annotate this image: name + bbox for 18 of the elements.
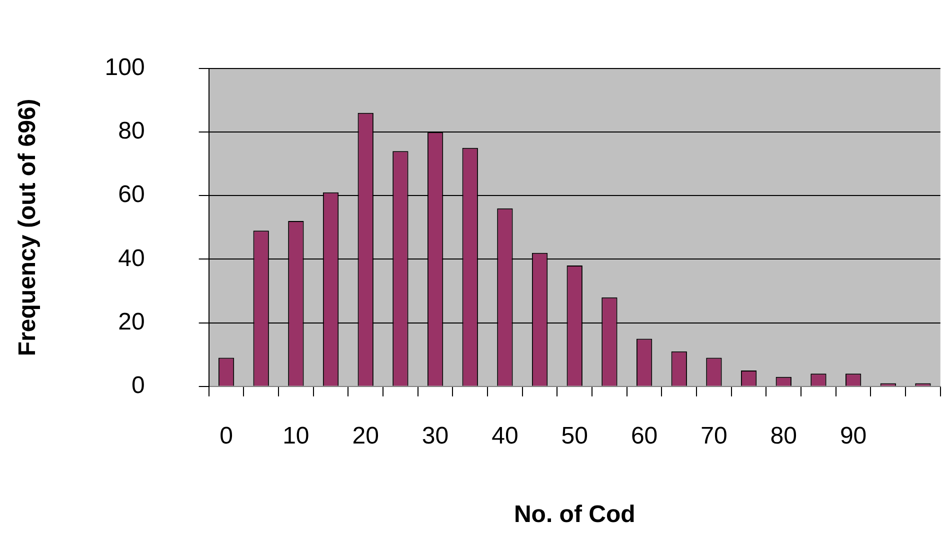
x-tick-label: 30: [422, 422, 449, 450]
x-tick-label: 20: [352, 422, 379, 450]
y-tick-label: 20: [118, 308, 145, 336]
y-tick-label: 60: [118, 181, 145, 208]
y-tick-label: 40: [118, 244, 145, 272]
x-tick-label: 80: [770, 422, 797, 450]
x-tick-label: 50: [561, 422, 588, 450]
y-tick-label: 100: [104, 54, 145, 82]
x-tick-label: 0: [220, 422, 233, 450]
x-tick-label: 70: [700, 422, 728, 450]
x-axis-title: No. of Cod: [514, 501, 636, 528]
y-axis-title: Frequency (out of 696): [14, 98, 42, 356]
x-tick-label: 90: [840, 422, 867, 450]
x-tick-label: 60: [630, 422, 658, 450]
y-tick-label: 0: [131, 372, 145, 400]
y-tick-label: 80: [118, 118, 145, 145]
x-tick-label: 10: [282, 422, 310, 450]
x-tick-label: 40: [492, 422, 518, 450]
